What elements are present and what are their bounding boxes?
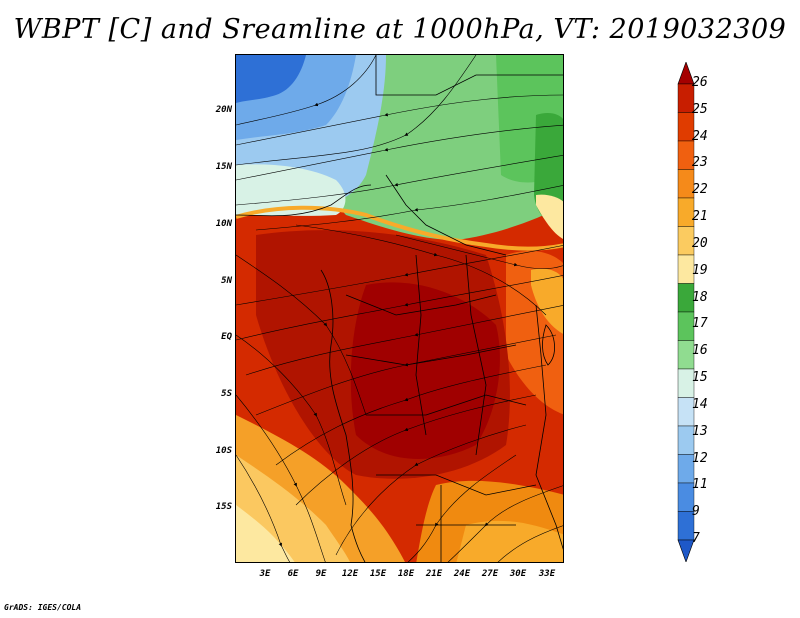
map-panel [235, 54, 564, 563]
colorbar-label: 17 [692, 316, 708, 332]
colorbar-label: 13 [692, 423, 708, 439]
lon-label: 27E [481, 569, 499, 579]
colorbar-label: 9 [692, 504, 700, 520]
lat-label: 15S [215, 502, 232, 512]
colorbar-label: 14 [692, 396, 708, 412]
colorbar-label: 23 [692, 155, 708, 171]
colorbar-label: 26 [692, 75, 708, 90]
colorbar-label: 18 [692, 289, 708, 305]
colorbar-label: 24 [692, 128, 708, 144]
colorbar [670, 61, 710, 563]
lon-label: 33E [538, 569, 556, 579]
colorbar-swatches [677, 61, 695, 563]
colorbar-label: 16 [692, 343, 708, 359]
lat-label: 20N [215, 105, 232, 115]
lat-label: 10S [215, 446, 232, 456]
chart-title: WBPT [C] and Sreamline at 1000hPa, VT: 2… [13, 14, 787, 45]
lat-label: 15N [215, 162, 232, 172]
lon-label: 24E [453, 569, 471, 579]
lon-label: 12E [341, 569, 359, 579]
lon-label: 18E [397, 569, 415, 579]
colorbar-label: 7 [692, 531, 700, 546]
lat-label: 5S [221, 389, 232, 399]
colorbar-label: 12 [692, 450, 708, 466]
streamlines [236, 55, 563, 562]
lon-label: 9E [315, 569, 327, 579]
lon-label: 6E [287, 569, 299, 579]
colorbar-label: 15 [692, 370, 708, 386]
colorbar-label: 11 [692, 477, 708, 493]
colorbar-label: 19 [692, 262, 708, 278]
lat-label: 10N [215, 219, 232, 229]
lon-label: 21E [425, 569, 443, 579]
colorbar-label: 22 [692, 182, 708, 198]
lat-label: EQ [221, 332, 232, 342]
lon-label: 30E [509, 569, 527, 579]
footer-credit: GrADS: IGES/COLA [4, 603, 82, 612]
lat-label: 5N [221, 276, 232, 286]
colorbar-bottom-triangle [677, 539, 695, 563]
lon-label: 15E [369, 569, 387, 579]
colorbar-label: 21 [692, 209, 708, 225]
colorbar-label: 25 [692, 101, 708, 117]
map-field [236, 55, 563, 562]
lon-label: 3E [259, 569, 271, 579]
colorbar-label: 20 [692, 235, 708, 251]
